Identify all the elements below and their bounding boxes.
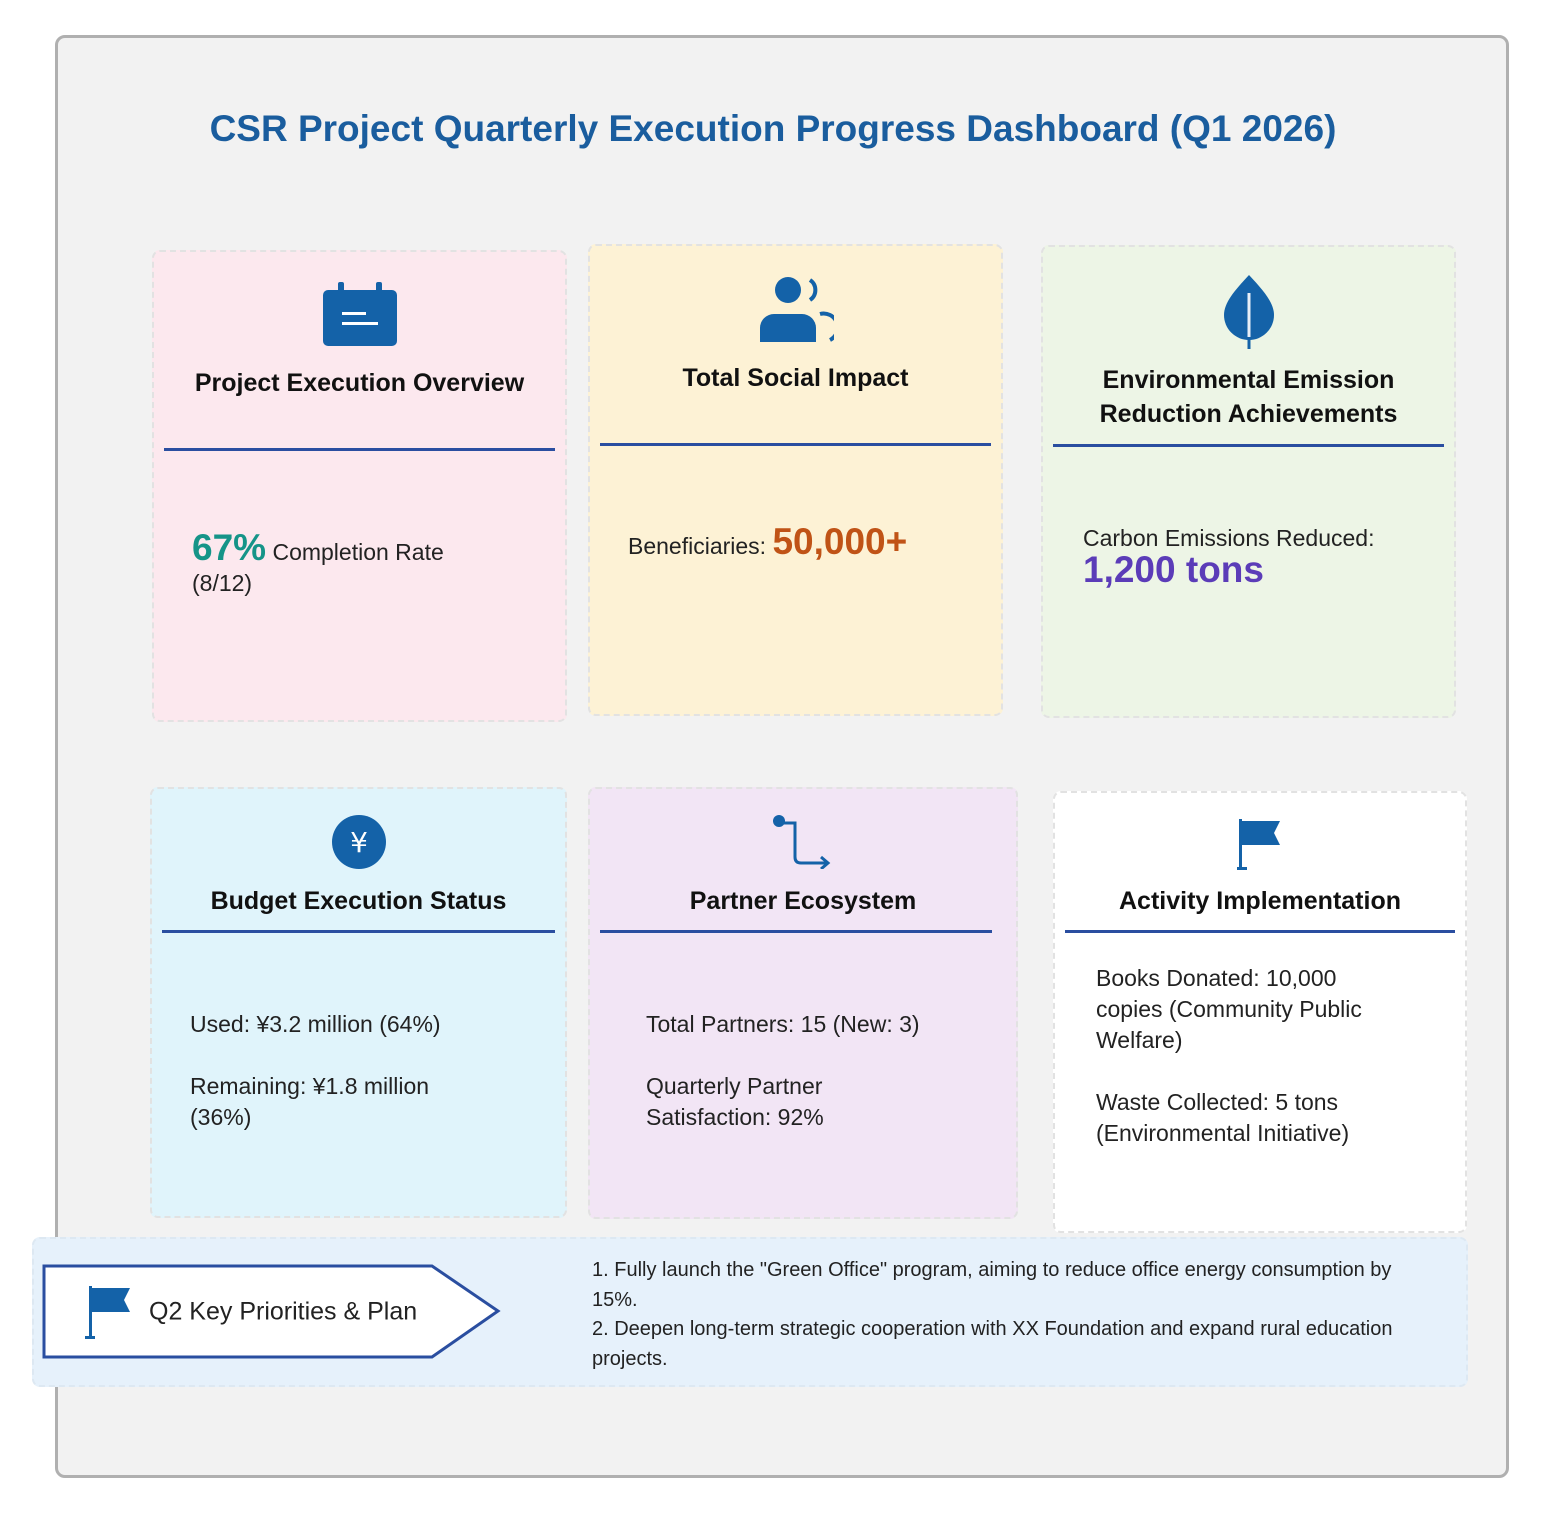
budget-used: Used: ¥3.2 million (64%) <box>190 1011 441 1037</box>
plan-arrow: Q2 Key Priorities & Plan <box>42 1264 501 1359</box>
divider <box>600 443 991 446</box>
budget-remaining: Remaining: ¥1.8 million (36%) <box>190 1073 430 1130</box>
completion-rate: 67% <box>192 527 267 568</box>
card-title: Activity Implementation <box>1119 887 1401 915</box>
card: Activity Implementation Books Donated: 1… <box>1053 791 1467 1233</box>
card: Environmental Emission Reduction Achieve… <box>1041 245 1456 718</box>
card-body: Total Partners: 15 (New: 3) Quarterly Pa… <box>646 1009 966 1133</box>
divider <box>162 930 555 933</box>
card-body: Books Donated: 10,000 copies (Community … <box>1096 963 1406 1149</box>
card-title: Project Execution Overview <box>194 369 525 397</box>
card-body: Beneficiaries: 50,000+ <box>628 523 988 562</box>
books-donated: Books Donated: 10,000 copies (Community … <box>1096 965 1362 1053</box>
partners-total: Total Partners: 15 (New: 3) <box>646 1011 920 1037</box>
flag-icon <box>1055 817 1465 876</box>
carbon-label: Carbon Emissions Reduced: <box>1083 525 1375 551</box>
plan-list: 1. Fully launch the "Green Office" progr… <box>592 1256 1412 1374</box>
route-icon <box>590 813 1016 874</box>
completion-note: (8/12) <box>192 570 253 596</box>
card-title: Environmental Emission Reduction Achieve… <box>1099 366 1398 428</box>
divider <box>1065 930 1455 933</box>
people-icon <box>590 274 1001 349</box>
card-body: 67% Completion Rate (8/12) <box>192 529 552 599</box>
card-body: Carbon Emissions Reduced: 1,200 tons <box>1083 523 1443 590</box>
leaf-icon <box>1043 273 1454 354</box>
plan-label: Q2 Key Priorities & Plan <box>149 1298 417 1326</box>
divider <box>164 448 555 451</box>
calendar-icon <box>154 282 565 351</box>
card: Total Social Impact Beneficiaries: 50,00… <box>588 244 1003 716</box>
beneficiaries-label: Beneficiaries: <box>628 533 767 559</box>
card-title: Total Social Impact <box>682 364 909 392</box>
card-title: Partner Ecosystem <box>689 887 917 915</box>
plan-item: 2. Deepen long-term strategic cooperatio… <box>592 1318 1393 1370</box>
card-title: Budget Execution Status <box>210 887 507 915</box>
yuan-icon: ¥ <box>152 814 565 875</box>
carbon-value: 1,200 tons <box>1083 549 1264 590</box>
completion-label: Completion Rate <box>272 539 444 565</box>
partners-satisfaction: Quarterly Partner Satisfaction: 92% <box>646 1073 824 1130</box>
svg-text:¥: ¥ <box>350 826 368 859</box>
card-body: Used: ¥3.2 million (64%) Remaining: ¥1.8… <box>190 1009 490 1133</box>
waste-collected: Waste Collected: 5 tons (Environmental I… <box>1096 1089 1350 1146</box>
dashboard-title: CSR Project Quarterly Execution Progress… <box>209 108 1337 149</box>
divider <box>1053 444 1444 447</box>
plan-item: 1. Fully launch the "Green Office" progr… <box>592 1259 1392 1311</box>
divider <box>600 930 992 933</box>
card: Partner Ecosystem Total Partners: 15 (Ne… <box>588 787 1018 1219</box>
card: ¥ Budget Execution Status Used: ¥3.2 mil… <box>150 787 567 1218</box>
beneficiaries-value: 50,000+ <box>772 521 908 562</box>
card: Project Execution Overview 67% Completio… <box>152 250 567 722</box>
